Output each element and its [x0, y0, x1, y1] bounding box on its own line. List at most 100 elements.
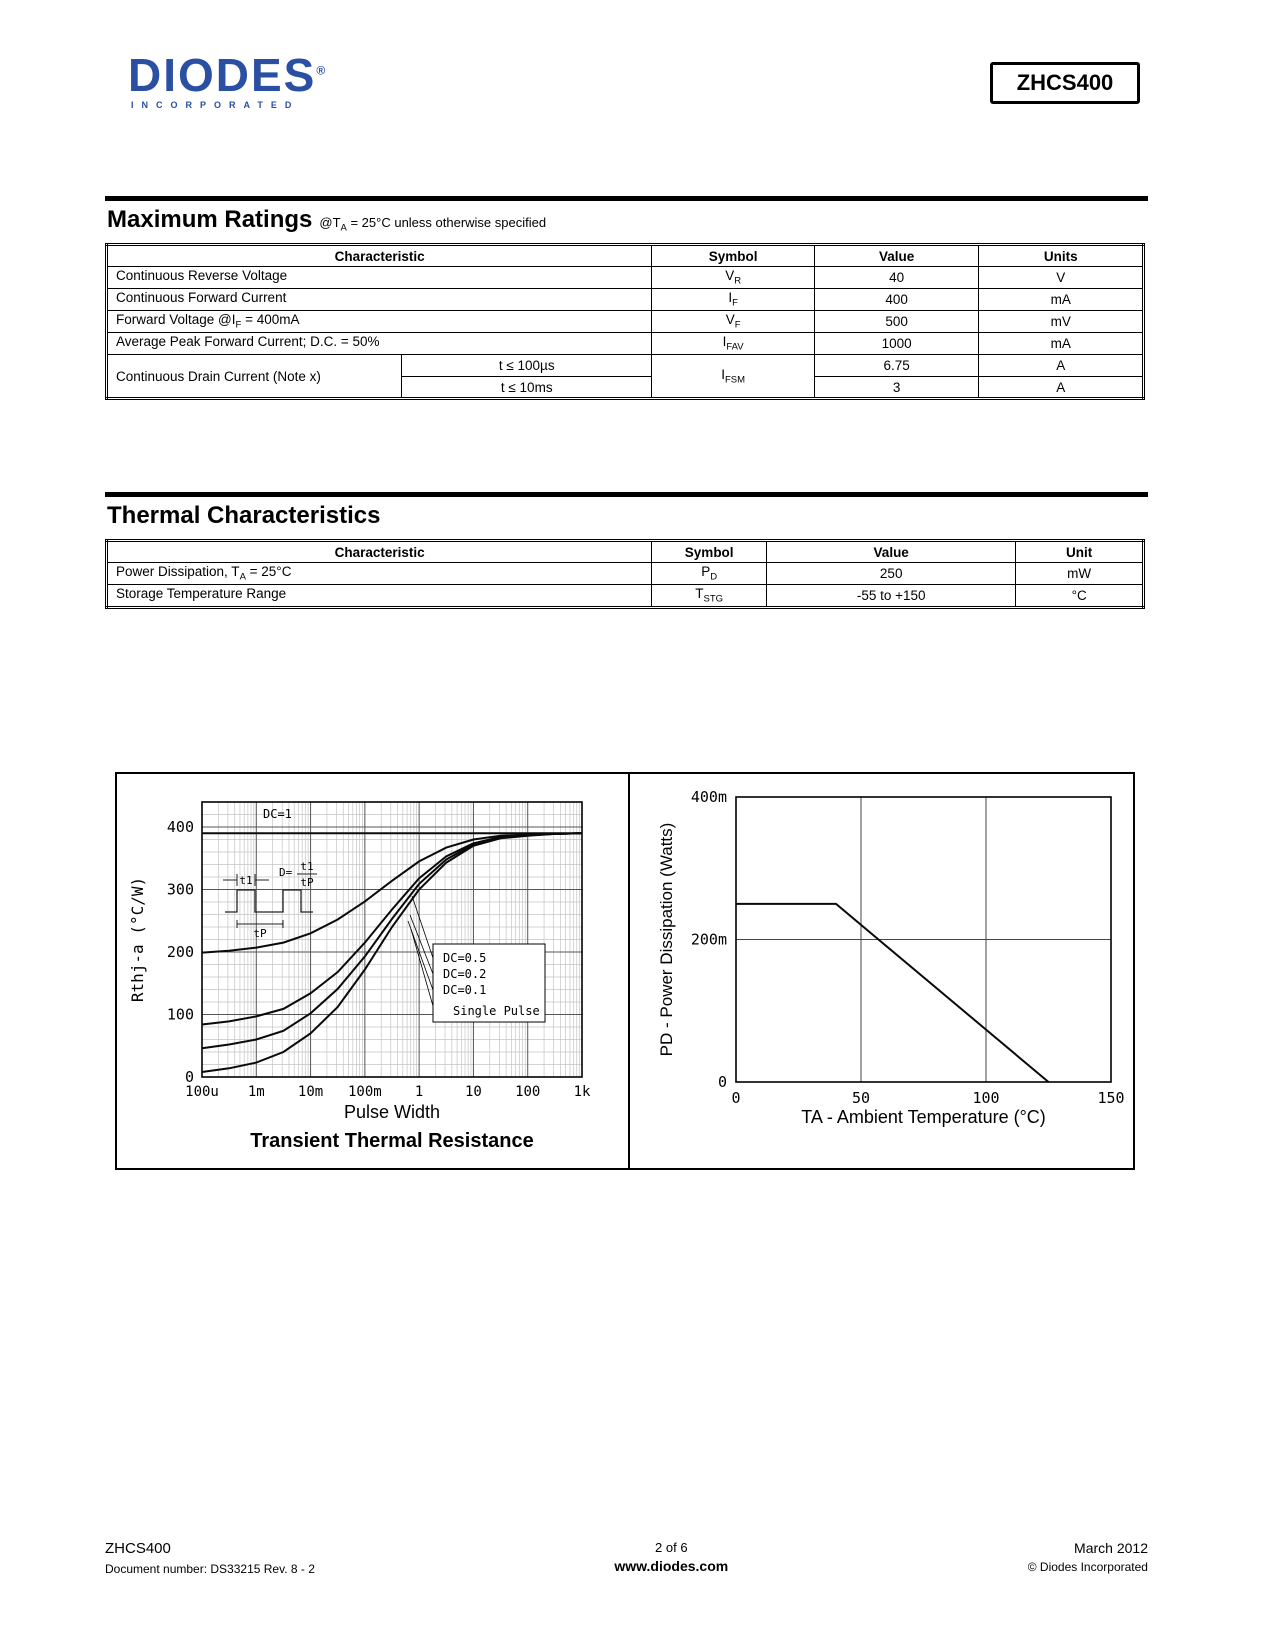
cell-units: mV [978, 310, 1144, 333]
footer-center: 2 of 6 www.diodes.com [614, 1540, 728, 1574]
cell-units: mA [978, 288, 1144, 311]
svg-text:tP: tP [253, 927, 267, 940]
svg-text:100u: 100u [185, 1084, 219, 1100]
cell-units: mA [978, 332, 1144, 355]
svg-text:Pulse Width: Pulse Width [344, 1102, 440, 1122]
section-rule [105, 492, 1148, 497]
footer-website: www.diodes.com [614, 1558, 729, 1574]
svg-text:10: 10 [465, 1084, 482, 1100]
cell-symbol: VR [651, 266, 815, 289]
cell-value: 250 [766, 562, 1017, 585]
svg-text:tP: tP [300, 876, 314, 889]
section-title: Maximum Ratings [107, 206, 313, 233]
svg-text:t1: t1 [300, 860, 313, 873]
cell-symbol: PD [651, 562, 768, 585]
cell-characteristic: Continuous Drain Current (Note x) [105, 354, 403, 399]
svg-text:0: 0 [185, 1068, 194, 1086]
thermal-characteristics-section: Thermal Characteristics Characteristic S… [105, 492, 1148, 609]
col-header-value: Value [766, 540, 1017, 563]
col-header-symbol: Symbol [651, 540, 768, 563]
cell-units: A [978, 376, 1144, 399]
footer-page-number: 2 of 6 [655, 1540, 688, 1555]
cell-units: °C [1015, 584, 1144, 608]
cell-value: 400 [813, 288, 980, 311]
cell-value: -55 to +150 [766, 584, 1017, 608]
logo-text: DIODES [128, 49, 317, 101]
footer-part-number: ZHCS400 [105, 1540, 171, 1557]
maximum-ratings-table: Characteristic Symbol Value Units Contin… [105, 243, 1145, 400]
svg-text:100: 100 [167, 1006, 194, 1024]
section-rule [105, 196, 1148, 201]
cell-units: A [978, 354, 1144, 377]
col-header-units: Units [978, 244, 1144, 267]
thermal-characteristics-table: Characteristic Symbol Value Unit Power D… [105, 539, 1145, 609]
col-header-characteristic: Characteristic [105, 244, 653, 267]
svg-text:1: 1 [415, 1084, 423, 1100]
svg-text:Rthj-a (°C/W): Rthj-a (°C/W) [128, 877, 147, 1002]
logo-subtext: INCORPORATED [131, 100, 300, 110]
part-number: ZHCS400 [1016, 70, 1114, 95]
svg-text:DC=0.2: DC=0.2 [443, 967, 486, 981]
part-number-box: ZHCS400 [990, 62, 1140, 104]
col-header-symbol: Symbol [651, 244, 815, 267]
svg-text:DC=0.1: DC=0.1 [443, 983, 486, 997]
cell-symbol: IFAV [651, 332, 815, 355]
table-row: Continuous Reverse Voltage VR 40 V [105, 266, 1144, 289]
col-header-units: Unit [1015, 540, 1144, 563]
svg-text:50: 50 [852, 1089, 870, 1107]
footer-document-number: Document number: DS33215 Rev. 8 - 2 [105, 1562, 315, 1576]
col-header-characteristic: Characteristic [105, 540, 653, 563]
svg-text:200m: 200m [691, 931, 727, 949]
footer-copyright: © Diodes Incorporated [1027, 1560, 1148, 1574]
table-row: Continuous Forward Current IF 400 mA [105, 288, 1144, 311]
svg-text:Transient Thermal Resistance: Transient Thermal Resistance [250, 1130, 533, 1152]
power-derating-chart: 0 200m 400m 0 50 100 150 PD - Power Dissipation… [657, 788, 1125, 1127]
table-header-row: Characteristic Symbol Value Units [105, 244, 1144, 267]
section-title: Thermal Characteristics [107, 502, 381, 529]
page-footer: ZHCS400 Document number: DS33215 Rev. 8 … [105, 1540, 1148, 1576]
table-row: Continuous Drain Current (Note x) t ≤ 10… [105, 354, 1144, 399]
cell-symbol: IF [651, 288, 815, 311]
footer-right: March 2012 © Diodes Incorporated [1028, 1540, 1148, 1574]
table-header-row: Characteristic Symbol Value Unit [105, 540, 1144, 563]
table-row: Storage Temperature Range TSTG -55 to +1… [105, 584, 1144, 608]
svg-text:Single Pulse: Single Pulse [453, 1004, 540, 1018]
svg-text:DC=1: DC=1 [263, 807, 292, 821]
footer-left: ZHCS400 Document number: DS33215 Rev. 8 … [105, 1540, 315, 1576]
logo-wordmark: DIODES® [128, 52, 343, 98]
thermal-heading: Thermal Characteristics [107, 502, 1148, 530]
cell-characteristic: Continuous Forward Current [105, 288, 653, 311]
transient-thermal-resistance-chart: 0 100 200 300 400 100u 1m 10m 100m 1 10 100 1k Rthj-a… [128, 801, 591, 1152]
footer-date: March 2012 [1074, 1540, 1148, 1556]
charts-panel: 0 100 200 300 400 100u 1m 10m 100m 1 10 100 1k Rthj-a… [115, 772, 1135, 1170]
table-row: Forward Voltage @IF = 400mA VF 500 mV [105, 310, 1144, 333]
svg-text:D=: D= [279, 866, 293, 879]
cell-units: mW [1015, 562, 1144, 585]
cell-value: 1000 [813, 332, 980, 355]
cell-characteristic: Power Dissipation, TA = 25°C [105, 562, 653, 585]
svg-text:0: 0 [731, 1089, 740, 1107]
svg-text:100m: 100m [348, 1084, 382, 1100]
cell-characteristic: Average Peak Forward Current; D.C. = 50% [105, 332, 653, 355]
svg-text:400: 400 [167, 818, 194, 836]
maximum-ratings-heading: Maximum Ratings @TA = 25°C unless otherwi… [107, 206, 1148, 234]
svg-text:100: 100 [972, 1089, 999, 1107]
svg-text:PD - Power Dissipation (Watts): PD - Power Dissipation (Watts) [657, 823, 676, 1057]
table-row: t ≤ 10ms 3 A [107, 376, 1144, 399]
cell-symbol: VF [651, 310, 815, 333]
maximum-ratings-section: Maximum Ratings @TA = 25°C unless otherwi… [105, 196, 1148, 400]
registered-trademark-icon: ® [316, 63, 328, 78]
diodes-logo: DIODES® INCORPORATED [128, 52, 343, 110]
cell-condition: t ≤ 100µs [401, 354, 653, 377]
cell-value: 3 [813, 376, 980, 399]
cell-value: 6.75 [813, 354, 980, 377]
table-row: Average Peak Forward Current; D.C. = 50%… [105, 332, 1144, 355]
svg-text:TA - Ambient Temperature (°C): TA - Ambient Temperature (°C) [801, 1107, 1046, 1127]
svg-text:DC=0.5: DC=0.5 [443, 951, 486, 965]
cell-condition: t ≤ 10ms [401, 376, 653, 399]
svg-text:1k: 1k [574, 1084, 591, 1100]
svg-text:10m: 10m [298, 1084, 323, 1100]
cell-characteristic: Forward Voltage @IF = 400mA [105, 310, 653, 333]
col-header-value: Value [813, 244, 980, 267]
